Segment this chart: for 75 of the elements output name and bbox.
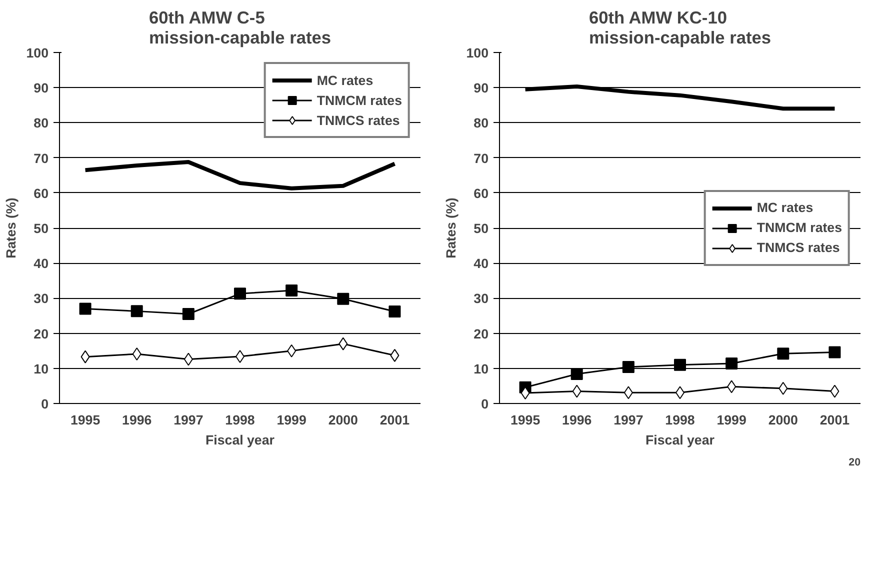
x-axis-title: Fiscal year xyxy=(206,432,274,448)
y-tick-label: 20 xyxy=(474,326,489,342)
x-tick-label: 1999 xyxy=(716,412,746,428)
point xyxy=(182,308,194,320)
y-tick-label: 30 xyxy=(34,291,49,306)
legend-label: TNMCS rates xyxy=(756,240,840,255)
y-tick-label: 30 xyxy=(474,291,489,306)
legend-label: MC rates xyxy=(756,200,814,215)
line-series xyxy=(83,160,397,190)
x-tick-label: 2000 xyxy=(328,412,358,428)
point xyxy=(286,284,298,296)
y-tick-label: 70 xyxy=(34,150,49,166)
point xyxy=(624,386,633,400)
point xyxy=(777,348,790,360)
point xyxy=(570,368,583,380)
point xyxy=(830,384,840,398)
x-tick-label: 1995 xyxy=(510,412,541,428)
point xyxy=(130,305,143,318)
y-tick-label: 80 xyxy=(34,116,49,131)
point xyxy=(390,348,400,362)
y-tick-label: 80 xyxy=(474,116,489,131)
y-tick-label: 90 xyxy=(474,80,489,96)
x-tick-label: 1999 xyxy=(276,412,306,428)
point xyxy=(337,292,350,305)
point xyxy=(727,380,736,394)
y-tick-label: 10 xyxy=(34,361,49,376)
y-axis-title: Rates (%) xyxy=(443,198,458,258)
y-tick-label: 10 xyxy=(474,361,489,376)
y-tick-label: 100 xyxy=(466,46,489,60)
y-axis-title: Rates (%) xyxy=(3,198,18,258)
x-tick-label: 2001 xyxy=(380,412,410,428)
point xyxy=(132,348,142,361)
legend-label: TNMCS rates xyxy=(316,112,400,128)
point xyxy=(520,386,530,400)
x-tick-label: 1996 xyxy=(562,412,592,428)
point xyxy=(622,360,634,373)
y-tick-label: 0 xyxy=(41,396,49,412)
point xyxy=(674,358,686,371)
point xyxy=(79,302,92,315)
y-tick-label: 50 xyxy=(474,221,489,236)
y-tick-label: 40 xyxy=(34,256,49,272)
x-tick-label: 1998 xyxy=(225,412,255,428)
point xyxy=(388,306,401,318)
y-tick-label: 60 xyxy=(474,186,489,201)
chart-title: 60th AMW KC-10 mission-capable rates xyxy=(588,8,772,48)
legend-label: MC rates xyxy=(316,72,374,88)
x-tick-label: 1997 xyxy=(614,412,644,428)
x-tick-label: 1995 xyxy=(70,412,101,428)
text: 20 xyxy=(848,456,861,468)
point xyxy=(572,384,582,398)
y-tick-label: 90 xyxy=(34,80,49,96)
point xyxy=(234,288,246,300)
x-tick-label: 2001 xyxy=(820,412,850,428)
chart-title: 60th AMW C-5 mission-capable rates xyxy=(148,8,332,48)
legend-label: TNMCM rates xyxy=(756,220,842,235)
point xyxy=(338,337,348,350)
y-tick-label: 0 xyxy=(481,396,489,412)
y-tick-label: 20 xyxy=(34,326,49,342)
y-tick-label: 40 xyxy=(474,256,489,272)
y-tick-label: 60 xyxy=(34,186,49,201)
x-tick-label: 2000 xyxy=(768,412,798,428)
point xyxy=(726,357,738,370)
x-tick-label: 1997 xyxy=(174,412,204,428)
point xyxy=(287,344,296,358)
point xyxy=(184,352,193,366)
y-tick-label: 70 xyxy=(474,150,489,166)
legend-label: TNMCM rates xyxy=(316,92,402,108)
y-tick-label: 100 xyxy=(26,46,49,60)
point xyxy=(80,350,90,364)
x-tick-label: 1996 xyxy=(122,412,152,428)
point xyxy=(778,382,788,395)
point xyxy=(828,346,841,358)
x-axis-title: Fiscal year xyxy=(646,432,714,448)
y-tick-label: 50 xyxy=(34,221,49,236)
x-tick-label: 1998 xyxy=(665,412,695,428)
